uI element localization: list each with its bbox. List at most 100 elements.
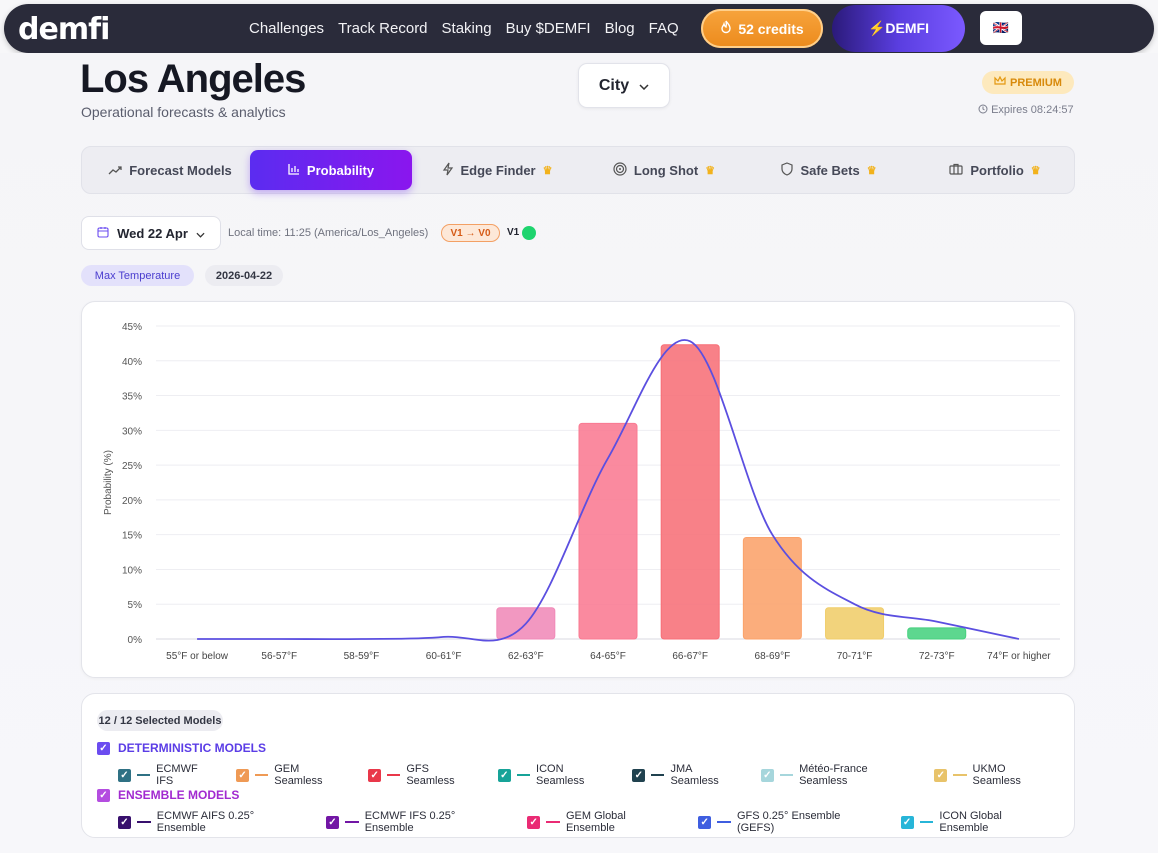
target-icon <box>613 161 627 179</box>
checkbox-icon[interactable]: ✓ <box>118 815 131 829</box>
series-line-icon <box>137 821 151 823</box>
model-toggle[interactable]: ✓ GEM Seamless <box>236 763 346 787</box>
model-label: ICON Seamless <box>536 763 585 787</box>
y-tick-label: 15% <box>122 531 142 542</box>
tab-forecast-models[interactable]: Forecast Models <box>89 150 251 190</box>
version-change-badge: V1 → V0 <box>441 224 500 242</box>
x-tick-label: 62-63°F <box>508 651 544 662</box>
language-flag-button[interactable]: 🇬🇧 <box>980 11 1022 45</box>
nav-faq[interactable]: FAQ <box>648 20 679 37</box>
model-label: GEM Global Ensemble <box>565 810 626 834</box>
model-toggle[interactable]: ✓ GFS 0.25° Ensemble (GEFS) <box>698 810 878 834</box>
series-line-icon <box>919 821 934 823</box>
model-toggle[interactable]: ✓ Météo-France Seamless <box>760 763 912 787</box>
tab-probability[interactable]: Probability <box>250 150 412 190</box>
x-tick-label: 55°F or below <box>166 651 229 662</box>
x-tick-label: 72-73°F <box>919 651 955 662</box>
date-chip: 2026-04-22 <box>205 265 283 286</box>
probability-chart: 0% 5% 10% 15% 20% 25% 30% 35% 40% 45% Probability … <box>103 322 1060 662</box>
status-dot <box>522 226 536 240</box>
demfi-logo[interactable]: demfi <box>18 12 110 47</box>
y-tick-label: 5% <box>128 600 143 611</box>
nav-staking[interactable]: Staking <box>441 20 492 37</box>
y-tick-label: 35% <box>122 392 142 403</box>
chevron-down-icon <box>196 226 205 241</box>
tab-portfolio[interactable]: Portfolio ♛ <box>928 150 1062 190</box>
checkbox-icon[interactable]: ✓ <box>527 815 541 829</box>
crown-icon: ♛ <box>705 164 716 177</box>
checkbox-icon[interactable]: ✓ <box>698 815 712 829</box>
demfi-token-button[interactable]: ⚡DEMFI <box>832 5 965 52</box>
checkbox-icon[interactable]: ✓ <box>97 788 110 802</box>
premium-label: PREMIUM <box>1010 76 1062 89</box>
deterministic-title: DETERMINISTIC MODELS <box>118 741 267 755</box>
series-line-icon <box>717 821 731 823</box>
checkbox-icon[interactable]: ✓ <box>934 768 948 782</box>
y-tick-label: 40% <box>122 357 142 368</box>
probability-bar <box>742 536 802 640</box>
model-toggle[interactable]: ✓ ECMWF AIFS 0.25° Ensemble <box>118 810 304 834</box>
probability-curve <box>197 339 1020 642</box>
ensemble-section-header[interactable]: ✓ ENSEMBLE MODELS <box>97 788 239 802</box>
variable-chip[interactable]: Max Temperature <box>81 265 194 286</box>
expires-label: Expires 08:24:57 <box>991 104 1074 116</box>
tab-label: Safe Bets <box>800 162 860 178</box>
x-tick-label: 68-69°F <box>755 651 791 662</box>
checkbox-icon[interactable]: ✓ <box>900 815 914 829</box>
shield-icon <box>781 161 794 179</box>
flame-icon <box>720 20 732 37</box>
page-title: Los Angeles <box>80 57 306 101</box>
models-card: 12 / 12 Selected Models ✓ DETERMINISTIC … <box>81 693 1075 838</box>
model-toggle[interactable]: ✓ JMA Seamless <box>632 763 739 787</box>
city-select[interactable]: City <box>578 63 670 108</box>
tab-edge-finder[interactable]: Edge Finder ♛ <box>427 150 567 190</box>
deterministic-models-row: ✓ ECMWF IFS ✓ GEM Seamless ✓ GFS Seamless ✓ ICO… <box>118 763 1074 787</box>
y-tick-label: 45% <box>122 322 142 333</box>
ensemble-title: ENSEMBLE MODELS <box>118 788 240 802</box>
credits-button[interactable]: 52 credits <box>701 9 823 48</box>
checkbox-icon[interactable]: ✓ <box>632 768 646 782</box>
x-tick-label: 58-59°F <box>344 651 380 662</box>
model-toggle[interactable]: ✓ ICON Seamless <box>497 763 610 787</box>
model-label: UKMO Seamless <box>972 763 1021 787</box>
probability-bar <box>907 627 967 640</box>
nav-challenges[interactable]: Challenges <box>249 20 325 37</box>
bar-chart-icon <box>288 163 300 178</box>
model-label: GEM Seamless <box>274 763 323 787</box>
deterministic-section-header[interactable]: ✓ DETERMINISTIC MODELS <box>97 741 266 755</box>
model-toggle[interactable]: ✓ ICON Global Ensemble <box>900 810 1052 834</box>
series-line-icon <box>516 774 531 776</box>
checkbox-icon[interactable]: ✓ <box>760 768 774 782</box>
checkbox-icon[interactable]: ✓ <box>368 768 382 782</box>
trend-icon <box>108 163 122 178</box>
checkbox-icon[interactable]: ✓ <box>325 815 339 829</box>
tab-label: Portfolio <box>970 162 1024 178</box>
model-label: ECMWF IFS <box>156 763 198 787</box>
top-navbar: demfi Challenges Track Record Staking Bu… <box>4 4 1154 53</box>
nav-track-record[interactable]: Track Record <box>338 20 428 37</box>
credits-label: 52 credits <box>738 20 804 37</box>
series-line-icon <box>255 774 269 776</box>
series-line-icon <box>651 774 665 776</box>
date-select[interactable]: Wed 22 Apr <box>81 216 221 250</box>
x-tick-label: 70-71°F <box>837 651 873 662</box>
model-toggle[interactable]: ✓ UKMO Seamless <box>934 763 1052 787</box>
model-toggle[interactable]: ✓ GFS Seamless <box>368 763 476 787</box>
checkbox-icon[interactable]: ✓ <box>497 768 511 782</box>
nav-buy-demfi[interactable]: Buy $DEMFI <box>505 20 591 37</box>
model-label: GFS Seamless <box>406 763 455 787</box>
checkbox-icon[interactable]: ✓ <box>118 768 131 782</box>
checkbox-icon[interactable]: ✓ <box>236 768 250 782</box>
crown-icon: ♛ <box>542 164 553 177</box>
model-toggle[interactable]: ✓ ECMWF IFS <box>118 763 214 787</box>
checkbox-icon[interactable]: ✓ <box>97 741 110 755</box>
tab-safe-bets[interactable]: Safe Bets ♛ <box>762 150 896 190</box>
nav-blog[interactable]: Blog <box>604 20 635 37</box>
model-toggle[interactable]: ✓ ECMWF IFS 0.25° Ensemble <box>325 810 505 834</box>
model-label: JMA Seamless <box>670 763 719 787</box>
model-toggle[interactable]: ✓ GEM Global Ensemble <box>527 810 676 834</box>
x-tick-label: 64-65°F <box>590 651 626 662</box>
model-label: ICON Global Ensemble <box>939 810 1002 834</box>
tab-long-shot[interactable]: Long Shot ♛ <box>597 150 731 190</box>
ensemble-models-row: ✓ ECMWF AIFS 0.25° Ensemble ✓ ECMWF IFS 0.2… <box>118 810 1074 834</box>
